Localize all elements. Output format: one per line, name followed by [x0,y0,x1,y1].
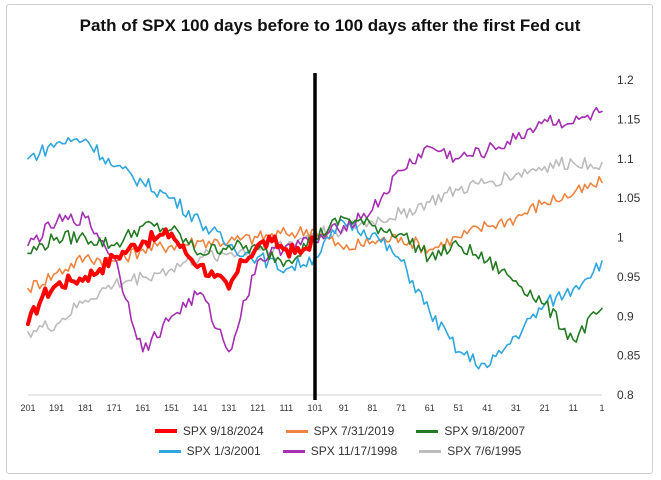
x-tick-label: 151 [164,403,179,413]
legend-label: SPX 9/18/2007 [444,424,526,438]
x-tick-label: 61 [425,403,435,413]
legend-label: SPX 7/6/1995 [447,444,522,458]
legend-label: SPX 1/3/2001 [186,444,261,458]
x-tick-label: 21 [540,403,550,413]
legend-row-2: SPX 1/3/2001 SPX 11/17/1998 SPX 7/6/1995 [60,444,620,458]
y-tick-label: 1 [617,231,624,245]
legend-swatch [154,429,177,433]
x-tick-label: 91 [339,403,349,413]
x-tick-label: 81 [367,403,377,413]
x-tick-label: 11 [569,403,578,413]
x-tick-label: 121 [250,403,265,413]
legend-label: SPX 9/18/2024 [182,424,264,438]
y-tick-label: 0.8 [617,388,634,402]
x-tick-label: 201 [20,403,35,413]
y-tick-label: 0.85 [617,349,641,363]
x-tick-label: 71 [396,403,406,413]
x-tick-label: 181 [78,403,93,413]
legend: SPX 9/18/2024 SPX 7/31/2019 SPX 9/18/200… [60,424,620,464]
x-tick-label: 51 [453,403,463,413]
x-tick-label: 41 [482,403,492,413]
x-tick-label: 161 [135,403,150,413]
x-tick-label: 131 [221,403,236,413]
legend-label: SPX 7/31/2019 [313,424,395,438]
chart-title: Path of SPX 100 days before to 100 days … [79,16,581,35]
legend-row-1: SPX 9/18/2024 SPX 7/31/2019 SPX 9/18/200… [60,424,620,438]
y-tick-label: 1.2 [617,73,634,87]
x-tick-label: 1 [599,403,604,413]
legend-swatch [416,429,439,433]
legend-swatch [158,449,181,453]
y-tick-label: 1.1 [617,152,634,166]
x-tick-label: 171 [107,403,122,413]
chart-frame [6,4,653,474]
y-tick-label: 1.15 [617,112,641,126]
x-tick-label: 141 [193,403,208,413]
legend-item: SPX 11/17/1998 [282,444,398,458]
legend-item: SPX 7/31/2019 [285,424,395,438]
x-tick-label: 101 [307,403,322,413]
x-tick-label: 111 [279,403,293,413]
legend-item: SPX 9/18/2007 [416,424,525,438]
legend-swatch [419,449,442,453]
legend-label: SPX 11/17/1998 [310,444,398,458]
y-tick-label: 1.05 [617,191,641,205]
legend-swatch [282,449,305,453]
y-tick-label: 0.95 [617,270,641,284]
series-line [26,227,317,327]
legend-item: SPX 9/18/2024 [154,424,264,438]
legend-item: SPX 1/3/2001 [158,444,261,458]
legend-item: SPX 7/6/1995 [419,444,521,458]
x-tick-label: 191 [49,403,64,413]
legend-swatch [285,429,308,433]
y-tick-label: 0.9 [617,309,634,323]
x-tick-label: 31 [511,403,521,413]
